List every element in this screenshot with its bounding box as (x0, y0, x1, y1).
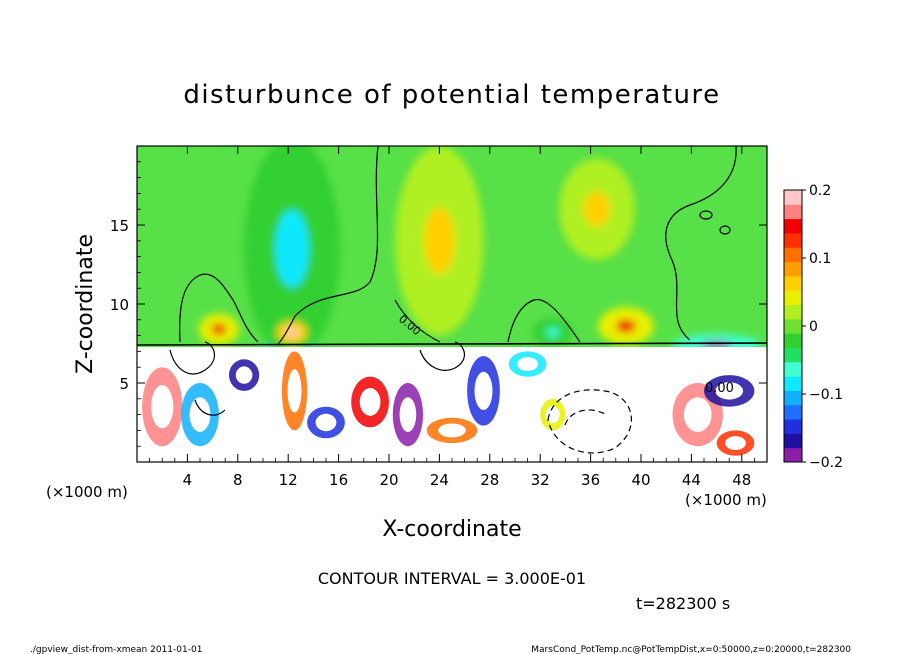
turbulent-patch-core (189, 397, 211, 432)
colorbar-tick-label: 0.2 (809, 183, 831, 199)
y-tick-label: 15 (110, 217, 129, 235)
colorbar-segment (784, 390, 802, 406)
y-tick-label: 10 (110, 296, 129, 314)
x-tick-label: 28 (480, 471, 499, 489)
small-contour (419, 341, 465, 371)
colorbar-segment (784, 404, 802, 420)
colorbar-segment (784, 318, 802, 334)
field-feature-core (545, 327, 560, 338)
small-contour (699, 210, 713, 220)
zero-contour (394, 299, 441, 343)
colorbar-segment (784, 419, 802, 434)
field-feature-core (275, 209, 309, 288)
x-tick-label: 4 (183, 471, 193, 489)
x-tick-label: 16 (329, 471, 348, 489)
turbulent-patch-core (235, 366, 253, 384)
time-label: t=282300 s (636, 594, 730, 613)
colorbar-segment (784, 447, 802, 463)
colorbar-segment (784, 347, 802, 363)
colorbar (784, 190, 802, 463)
x-tick-label: 20 (379, 471, 398, 489)
small-contour (194, 399, 226, 416)
colorbar-segment (784, 232, 802, 248)
zero-contour (665, 146, 737, 341)
colorbar-tick-label: −0.1 (809, 387, 843, 403)
colorbar-tick-label: 0 (809, 319, 818, 335)
zero-contour (277, 146, 379, 345)
colorbar-tick-label: 0.1 (809, 251, 831, 267)
x-tick-label: 48 (732, 471, 751, 489)
colorbar-segment (784, 275, 802, 291)
chart-title: disturbunce of potential temperature (183, 80, 720, 110)
x-tick-label: 40 (631, 471, 650, 489)
colorbar-segment (784, 190, 802, 205)
x-tick-label: 32 (531, 471, 550, 489)
turbulent-patch-core (545, 405, 560, 424)
y-axis: 5 10 15 (110, 161, 767, 447)
colorbar-segment (784, 290, 802, 306)
colorbar-segment (784, 361, 802, 377)
turbulent-patch-core (683, 397, 712, 432)
dashed-contour (547, 389, 632, 454)
turbulent-patch-core (725, 436, 746, 450)
colorbar-tick-label: −0.2 (809, 455, 843, 471)
zero-contour (507, 299, 581, 343)
colorbar-segment (784, 247, 802, 263)
x-unit-left: (×1000 m) (46, 483, 128, 501)
x-tick-label: 12 (279, 471, 298, 489)
field-feature-core (211, 323, 226, 335)
turbulent-patch-core (517, 357, 538, 371)
contour-label: 0.00 (705, 381, 734, 396)
colorbar-segment (784, 304, 802, 320)
contour-interval: CONTOUR INTERVAL = 3.000E-01 (318, 569, 586, 588)
small-contour (169, 341, 215, 375)
x-tick-label: 8 (233, 471, 243, 489)
small-contour (719, 225, 731, 235)
field-feature-core (583, 191, 611, 227)
lower-turbulent-field (137, 347, 767, 462)
turbulent-patch-core (151, 384, 174, 429)
surface-line (137, 342, 767, 346)
colorbar-segment (784, 218, 802, 234)
plot-area: 0.00 0.00 (137, 146, 767, 462)
turbulent-patch-core (474, 371, 493, 411)
footer-left: ./gpview_dist-from-xmean 2011-01-01 (30, 645, 202, 654)
turbulent-patch-core (399, 397, 417, 432)
field-feature-core (286, 328, 298, 337)
y-axis-label: Z-coordinate (73, 234, 98, 374)
colorbar-segment (784, 376, 802, 391)
colorbar-segment (784, 204, 802, 220)
colorbar-segment (784, 433, 802, 449)
x-tick-label: 36 (581, 471, 600, 489)
footer-right: MarsCond_PotTemp.nc@PotTempDist,x=0:5000… (531, 645, 851, 654)
turbulent-patch-core (287, 369, 302, 413)
field-feature-core (616, 319, 636, 333)
turbulent-patch-core (359, 388, 381, 416)
x-unit-right: (×1000 m) (685, 491, 767, 509)
colorbar-segment (784, 333, 802, 348)
x-axis-label: X-coordinate (382, 517, 521, 542)
x-tick-label: 24 (430, 471, 449, 489)
x-axis: 4 8 12 16 20 24 28 32 36 40 44 48 (149, 146, 755, 489)
x-tick-label: 44 (682, 471, 701, 489)
zero-contour (179, 273, 259, 343)
turbulent-patch-core (715, 382, 744, 400)
y-tick-label: 5 (119, 375, 129, 393)
colorbar-segment (784, 261, 802, 277)
turbulent-patch-core (438, 423, 466, 438)
field-feature-core (423, 207, 455, 274)
turbulent-patch-core (315, 413, 337, 432)
dashed-contour (564, 409, 606, 426)
colorbar-ticks: 0.2 0.1 0 −0.1 −0.2 (802, 183, 843, 471)
